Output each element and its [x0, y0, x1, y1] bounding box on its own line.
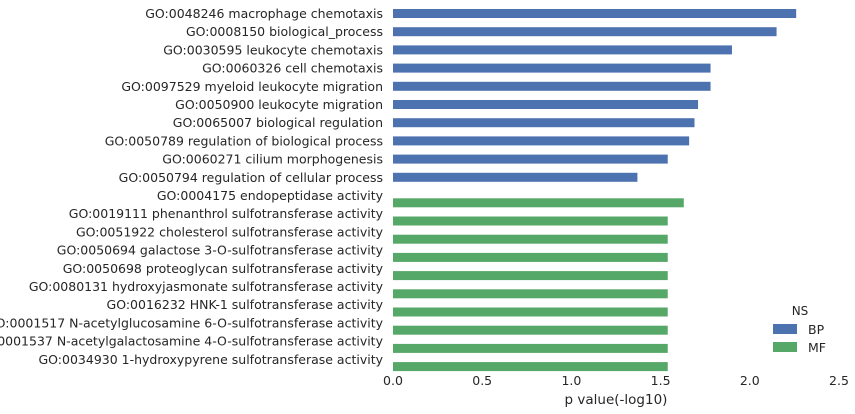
bar-mf: [393, 362, 668, 372]
category-label: GO:0097529 myeloid leukocyte migration: [121, 79, 383, 94]
bar-bp: [393, 154, 668, 164]
category-label: GO:0008150 biological_process: [186, 24, 383, 39]
category-label: GO:0050900 leukocyte migration: [175, 97, 383, 112]
bar-bp: [393, 9, 797, 18]
bar-mf: [393, 234, 668, 244]
x-tick-label: 2.0: [740, 373, 760, 388]
bar-bp: [393, 27, 777, 37]
bar-mf: [393, 325, 668, 335]
bar-bp: [393, 63, 711, 73]
bars-group: [393, 9, 797, 372]
category-label: GO:0060271 cilium morphogenesis: [162, 152, 383, 167]
bar-mf: [393, 198, 684, 208]
category-label: GO:0016232 HNK-1 sulfotransferase activi…: [107, 297, 384, 312]
category-label: GO:0034930 1-hydroxypyrene sulfotransfer…: [38, 352, 383, 367]
category-label: GO:0004175 endopeptidase activity: [157, 188, 384, 203]
bar-bp: [393, 45, 732, 55]
x-tick-label: 0.0: [383, 373, 403, 388]
legend-label-bp: BP: [808, 322, 825, 337]
legend-title: NS: [792, 304, 809, 318]
x-tick-labels-group: 0.0 0.5 1.0 1.5 2.0 2.5: [383, 373, 849, 388]
category-labels-group: GO:0048246 macrophage chemotaxis GO:00081…: [0, 6, 384, 367]
category-label: GO:0080131 hydroxyjasmonate sulfotransfe…: [29, 279, 384, 294]
x-tick-label: 0.5: [472, 373, 492, 388]
category-label: GO:0050789 regulation of biological proc…: [105, 133, 383, 148]
x-tick-label: 1.0: [561, 373, 581, 388]
category-label: GO:0051922 cholesterol sulfotransferase …: [76, 224, 384, 239]
legend: NS BP MF: [773, 304, 826, 355]
bar-bp: [393, 81, 711, 91]
category-label: GO:0065007 biological regulation: [173, 115, 383, 130]
bar-bp: [393, 136, 690, 146]
category-label: GO:0001537 N-acetylgalactosamine 4-O-sul…: [0, 334, 384, 349]
category-label: GO:0030595 leukocyte chemotaxis: [163, 42, 383, 57]
bar-mf: [393, 307, 668, 317]
bar-bp: [393, 118, 695, 128]
category-label: GO:0050794 regulation of cellular proces…: [119, 170, 383, 185]
bar-bp: [393, 172, 638, 182]
bar-mf: [393, 252, 668, 262]
x-tick-label: 2.5: [829, 373, 849, 388]
category-label: GO:0019111 phenanthrol sulfotransferase …: [69, 206, 384, 221]
bar-mf: [393, 289, 668, 299]
bar-bp: [393, 100, 699, 109]
bar-mf: [393, 271, 668, 281]
category-label: GO:0050694 galactose 3-O-sulfotransferas…: [57, 243, 384, 258]
x-axis-title: p value(-log10): [565, 392, 668, 408]
category-label: GO:0048246 macrophage chemotaxis: [145, 6, 383, 21]
category-label: GO:0050698 proteoglycan sulfotransferase…: [63, 261, 384, 276]
category-label: GO:0001517 N-acetylglucosamine 6-O-sulfo…: [0, 315, 384, 330]
legend-label-mf: MF: [808, 340, 826, 355]
x-tick-label: 1.5: [651, 373, 671, 388]
legend-swatch-mf: [773, 342, 797, 352]
legend-swatch-bp: [773, 324, 797, 334]
bar-mf: [393, 343, 668, 353]
bar-mf: [393, 216, 668, 226]
category-label: GO:0060326 cell chemotaxis: [202, 61, 383, 76]
